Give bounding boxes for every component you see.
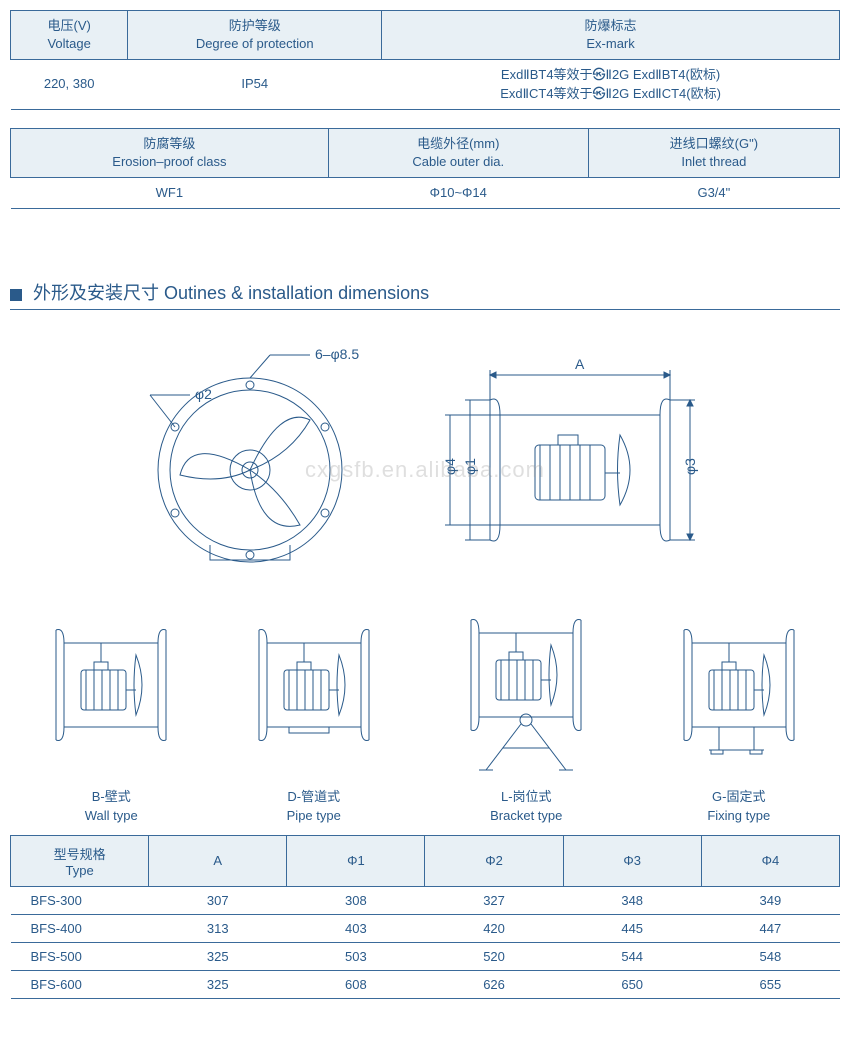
section-title: 外形及安装尺寸 Outines & installation dimension… — [10, 279, 840, 310]
type-wall: B-壁式Wall type — [36, 615, 186, 824]
dims-header: Φ3 — [563, 835, 701, 886]
type-fixing: G-固定式Fixing type — [664, 615, 814, 824]
spec-table-1: 电压(V)Voltage 防护等级Degree of protection 防爆… — [10, 10, 840, 110]
t2-h0: 防腐等级Erosion–proof class — [11, 128, 329, 177]
label-phi3: φ3 — [682, 458, 698, 475]
t1-h2: 防爆标志Ex-mark — [382, 11, 840, 60]
table-row: BFS-600325608626650655 — [11, 970, 840, 998]
dims-header: Φ4 — [701, 835, 839, 886]
t1-c0: 220, 380 — [11, 60, 128, 109]
label-phi2: φ2 — [195, 386, 212, 402]
dims-header: 型号规格Type — [11, 835, 149, 886]
label-phi1: φ1 — [462, 458, 478, 475]
dims-header: Φ1 — [287, 835, 425, 886]
table-row: BFS-300307308327348349 — [11, 886, 840, 914]
t1-h1: 防护等级Degree of protection — [128, 11, 382, 60]
table-row: BFS-500325503520544548 — [11, 942, 840, 970]
t2-h1: 电缆外径(mm)Cable outer dia. — [328, 128, 588, 177]
label-holes: 6–φ8.5 — [315, 346, 359, 362]
table-row: BFS-400313403420445447 — [11, 914, 840, 942]
label-phi4: φ4 — [442, 458, 458, 475]
type-bracket: L-岗位式Bracket type — [441, 615, 611, 824]
t1-h0: 电压(V)Voltage — [11, 11, 128, 60]
t2-c2: G3/4" — [588, 178, 839, 209]
t2-h2: 进线口螺纹(G")Inlet thread — [588, 128, 839, 177]
t2-c0: WF1 — [11, 178, 329, 209]
label-A: A — [575, 356, 585, 372]
dims-header: A — [149, 835, 287, 886]
spec-table-2: 防腐等级Erosion–proof class 电缆外径(mm)Cable ou… — [10, 128, 840, 210]
t1-c2: ExdⅡBT4等效于㉿Ⅱ2G ExdⅡBT4(欧标)ExdⅡCT4等效于㉿Ⅱ2G… — [382, 60, 840, 109]
dimensions-table: 型号规格TypeAΦ1Φ2Φ3Φ4 BFS-300307308327348349… — [10, 835, 840, 999]
diagram-front-fan: 6–φ8.5 φ2 — [120, 345, 370, 575]
diagrams-top: cxgsfb.en.alibaba.com 6–φ8.5 φ2 — [10, 335, 840, 605]
bullet-icon — [10, 289, 22, 301]
t2-c1: Φ10~Φ14 — [328, 178, 588, 209]
t1-c1: IP54 — [128, 60, 382, 109]
diagram-side-fan: A φ3 φ1 φ4 — [430, 345, 730, 575]
diagrams-row: B-壁式Wall type D-管道式Pipe type — [10, 605, 840, 834]
dims-header: Φ2 — [425, 835, 563, 886]
type-pipe: D-管道式Pipe type — [239, 615, 389, 824]
